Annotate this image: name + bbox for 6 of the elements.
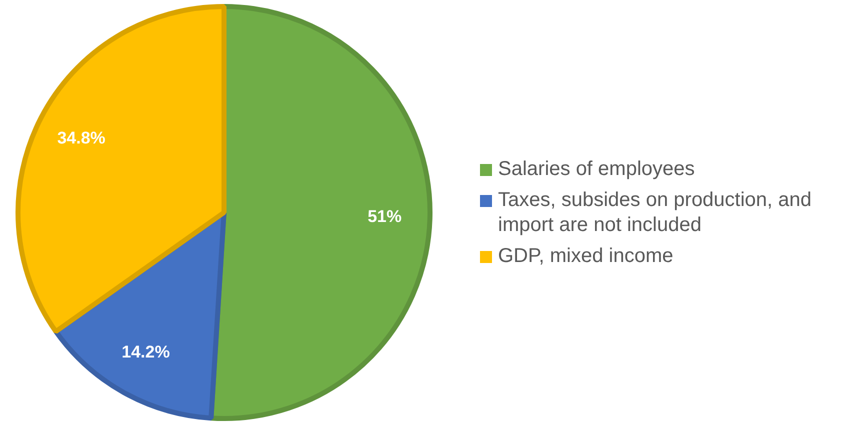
legend-label: Salaries of employees	[498, 156, 695, 182]
data-label: 14.2%	[122, 342, 170, 362]
data-label: 51%	[368, 207, 402, 226]
data-label: 34.8%	[57, 128, 106, 148]
legend-label: GDP, mixed income	[498, 244, 674, 268]
legend-label: Taxes, subsides on production, and import are not included	[498, 188, 813, 238]
